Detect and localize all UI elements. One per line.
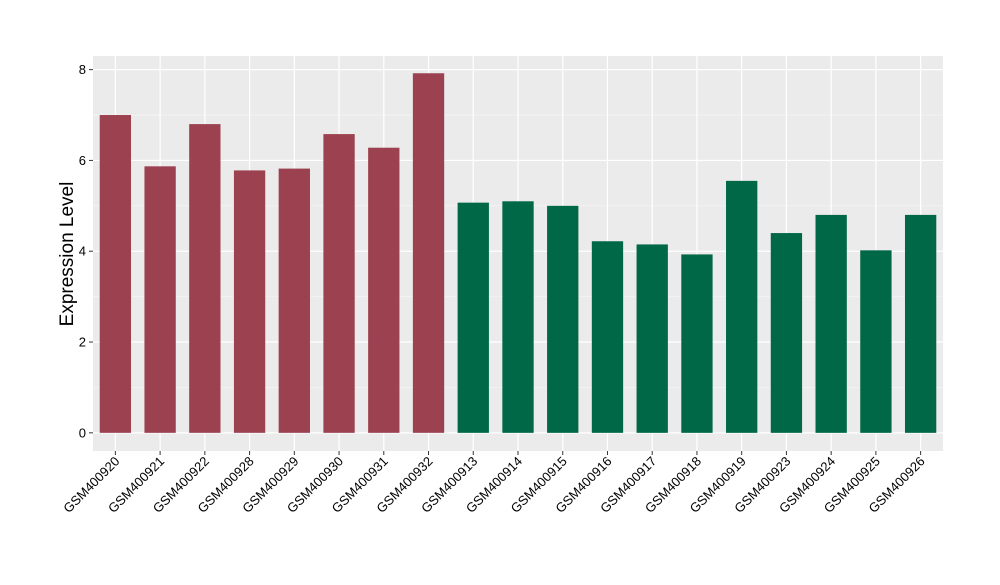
bar-GSM400918 [681,254,713,433]
bar-GSM400921 [144,166,176,433]
bar-GSM400924 [815,214,847,433]
bar-GSM400925 [860,250,892,433]
bar-GSM400922 [189,124,221,433]
bar-GSM400923 [770,233,803,433]
bar-GSM400931 [368,147,400,433]
bar-GSM400926 [904,214,937,433]
bar-GSM400914 [502,201,534,433]
bar-GSM400920 [99,115,132,433]
bar-GSM400916 [591,241,624,433]
bar-GSM400915 [547,205,579,433]
y-tick-label: 4 [79,244,86,259]
bar-GSM400928 [233,170,266,433]
bar-GSM400932 [412,73,445,433]
y-axis-title: Expression Level [57,182,78,327]
x-axis: GSM400920GSM400921GSM400922GSM400928GSM4… [60,451,928,516]
bar-GSM400917 [636,244,668,433]
bar-GSM400919 [726,180,758,433]
bar-GSM400930 [323,134,355,433]
y-tick-label: 6 [79,153,86,168]
bar-GSM400913 [457,202,489,433]
y-axis: 0 2 4 6 8 [79,62,93,440]
y-tick-label: 8 [79,62,86,77]
bars-group [99,73,937,433]
y-tick-label: 2 [79,335,86,350]
bar-GSM400929 [278,168,310,433]
y-tick-label: 0 [79,425,86,440]
